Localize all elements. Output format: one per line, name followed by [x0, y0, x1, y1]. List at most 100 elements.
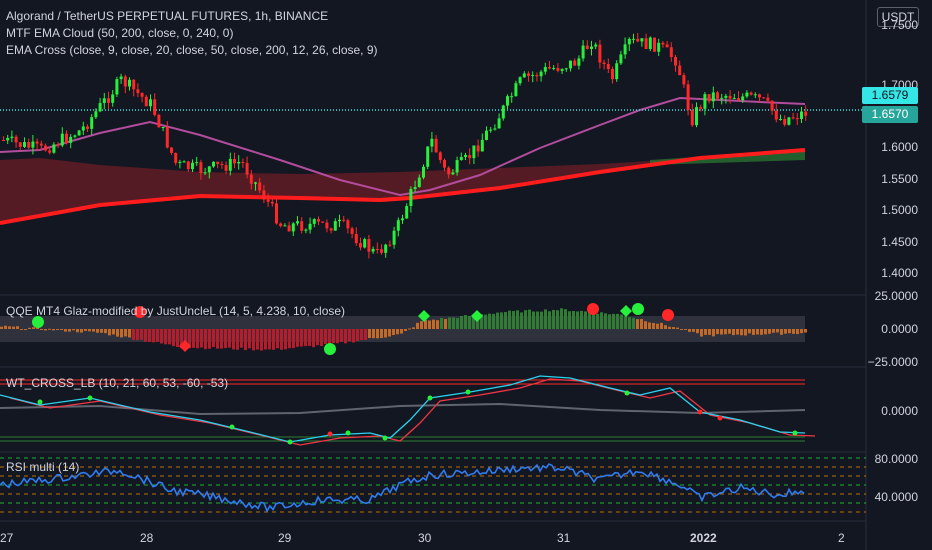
candle-body	[52, 144, 56, 153]
candle-body	[212, 161, 215, 167]
qqe-histogram-bar	[228, 329, 231, 348]
candle-body	[699, 107, 703, 109]
candle-body	[266, 199, 270, 202]
qqe-histogram-bar	[376, 329, 379, 339]
candle-body	[678, 65, 682, 76]
qqe-histogram-bar	[448, 317, 451, 329]
qqe-histogram-bar	[200, 329, 203, 348]
qqe-histogram-bar	[668, 326, 671, 329]
candle-body	[346, 220, 350, 229]
candle-body	[518, 77, 522, 84]
candle-body	[174, 152, 178, 163]
candle-body	[199, 162, 203, 174]
qqe-histogram-bar	[388, 329, 391, 337]
candle-body	[18, 142, 22, 147]
qqe-histogram-bar	[784, 329, 787, 334]
qqe-histogram-bar	[152, 329, 155, 343]
qqe-histogram-bar	[148, 329, 151, 342]
wt-cross-dot	[327, 431, 333, 437]
qqe-histogram-bar	[628, 317, 631, 329]
qqe-histogram-bar	[112, 329, 115, 335]
candle-body	[333, 221, 337, 231]
qqe-histogram-bar	[412, 327, 415, 329]
indicator-wt-cross[interactable]: WT_CROSS_LB (10, 21, 60, 53, -60, -53)	[6, 376, 229, 390]
qqe-histogram-bar	[16, 326, 19, 329]
candle-body	[56, 144, 60, 146]
qqe-signal-diamond	[471, 310, 483, 322]
indicator-ema-cross[interactable]: EMA Cross (close, 9, close, 20, close, 5…	[6, 43, 378, 57]
qqe-histogram-bar	[404, 329, 407, 331]
qqe-histogram-bar	[556, 310, 559, 329]
qqe-histogram-bar	[372, 329, 375, 339]
qqe-histogram-bar	[804, 329, 807, 333]
qqe-histogram-bar	[84, 329, 87, 331]
candle-body	[753, 94, 757, 96]
candle-body	[363, 239, 367, 248]
qqe-histogram-bar	[692, 329, 695, 332]
qqe-histogram-bar	[268, 329, 271, 350]
qqe-histogram-bar	[688, 329, 691, 332]
ema-50-line	[0, 96, 806, 197]
qqe-histogram-bar	[172, 329, 175, 347]
rsi-tick: 40.0000	[874, 490, 918, 504]
candle-body	[81, 126, 85, 131]
candle-body	[716, 92, 719, 99]
candle-body	[39, 143, 43, 146]
time-tick: 2022	[690, 531, 717, 545]
candle-body	[258, 182, 262, 191]
candle-body	[451, 172, 455, 175]
qqe-histogram-bar	[312, 329, 315, 348]
candle-body	[195, 162, 199, 164]
wt-cross-dot	[427, 395, 433, 401]
candle-body	[438, 152, 442, 161]
qqe-histogram-bar	[68, 329, 71, 332]
qqe-histogram-bar	[336, 329, 339, 344]
candle-body	[48, 150, 52, 153]
candle-body	[636, 38, 640, 42]
qqe-histogram-bar	[28, 327, 31, 329]
qqe-histogram-bar	[364, 329, 367, 340]
candle-body	[388, 244, 392, 246]
candle-body	[627, 38, 631, 45]
indicator-rsi-multi[interactable]: RSI multi (14)	[6, 460, 80, 474]
qqe-histogram-bar	[736, 329, 739, 335]
qqe-histogram-bar	[292, 329, 295, 349]
qqe-histogram-bar	[116, 329, 119, 337]
indicator-mtf-ema-cloud[interactable]: MTF EMA Cloud (50, 200, close, 0, 240, 0…	[6, 26, 234, 40]
candle-body	[657, 42, 661, 52]
candle-body	[766, 97, 770, 101]
qqe-histogram-bar	[208, 329, 211, 349]
candle-body	[615, 63, 619, 80]
candle-body	[539, 71, 543, 77]
qqe-histogram-bar	[712, 329, 715, 337]
indicator-qqe[interactable]: QQE MT4 Glaz-modified by JustUncleL (14,…	[6, 304, 346, 318]
candle-body	[329, 228, 333, 231]
currency-button[interactable]: USDT	[877, 7, 919, 27]
qqe-histogram-bar	[136, 329, 139, 341]
qqe-histogram-bar	[424, 319, 427, 329]
candle-body	[178, 161, 182, 163]
candle-body	[132, 79, 136, 90]
qqe-histogram-bar	[244, 329, 247, 351]
candle-body	[564, 68, 568, 70]
candle-body	[741, 96, 745, 101]
qqe-histogram-bar	[392, 329, 395, 336]
time-tick: 30	[418, 531, 432, 545]
qqe-histogram-bar	[48, 328, 51, 330]
qqe-histogram-bar	[444, 319, 447, 329]
qqe-histogram-bar	[88, 329, 91, 332]
candle-body	[653, 37, 656, 52]
candle-body	[686, 84, 690, 111]
candle-body	[73, 135, 77, 137]
candle-body	[186, 161, 190, 170]
qqe-histogram-bar	[20, 328, 23, 330]
candle-body	[527, 73, 530, 76]
candle-body	[409, 188, 413, 207]
qqe-histogram-bar	[656, 323, 659, 329]
qqe-histogram-bar	[464, 315, 467, 329]
candle-body	[569, 60, 572, 69]
price-tick: 1.4500	[881, 235, 918, 249]
qqe-histogram-bar	[552, 309, 555, 329]
qqe-histogram-bar	[108, 329, 111, 336]
